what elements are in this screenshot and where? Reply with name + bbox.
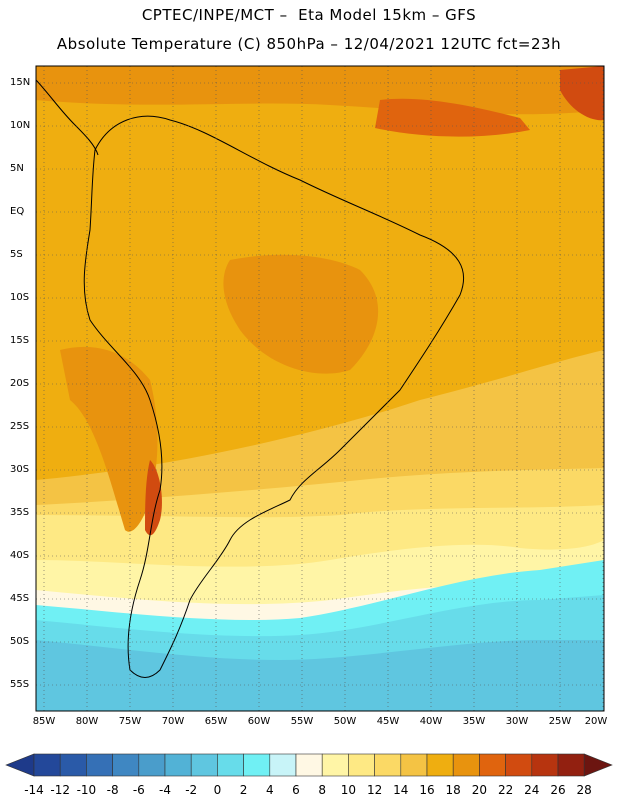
colorbar-cell [321,753,349,777]
colorbar-cell [400,753,428,777]
colorbar [5,753,613,777]
lat-label-5s: 5S [10,249,23,260]
colorbar-tick-label: 20 [471,783,488,797]
temperature-band-0 [36,640,604,711]
colorbar-cell [164,753,192,777]
colorbar-tick-label: 24 [524,783,540,797]
colorbar-tick-label: 4 [265,783,274,797]
lon-label-80w: 80W [75,716,99,727]
colorbar-tick-label: 14 [393,783,409,797]
lon-label-75w: 75W [118,716,142,727]
map-title-line-1: CPTEC/INPE/MCT – Eta Model 15km – GFS [141,6,477,24]
lat-label-30s: 30S [10,464,30,475]
south-america-coastline [83,115,465,678]
lon-label-20w: 20W [584,716,608,727]
colorbar-cell [348,753,375,777]
lon-label-60w: 60W [247,716,271,727]
lon-label-30w: 30W [505,716,529,727]
lon-label-35w: 35W [462,716,486,727]
lon-label-50w: 50W [333,716,357,727]
colorbar-cell [505,753,533,777]
lat-label-25s: 25S [10,421,30,432]
colorbar-cell [86,753,113,777]
colorbar-cell [112,753,140,777]
colorbar-cell [557,753,585,777]
colorbar-tick-label: 26 [550,783,566,797]
lon-label-85w: 85W [32,716,56,727]
colorbar-tick-label: 28 [576,783,592,797]
colorbar-cell [295,753,323,777]
lat-label-45s: 45S [10,593,30,604]
lat-label-15n: 15N [10,77,31,88]
colorbar-cell [269,753,297,777]
lon-label-70w: 70W [161,716,185,727]
colorbar-cell [479,753,506,777]
lat-label-20s: 20S [10,378,30,389]
colorbar-cell [243,753,271,777]
lat-label-10s: 10S [10,292,30,303]
temperature-band-22-andes [145,460,162,536]
colorbar-tick-label: 8 [318,783,326,797]
colorbar-cell [217,753,244,777]
temperature-band-20-andes [60,346,158,532]
colorbar-tick-label: 10 [340,783,357,797]
lat-label-40s: 40S [10,550,30,561]
colorbar-tick-label: 18 [445,783,461,797]
colorbar-cells [5,753,613,777]
lon-label-40w: 40W [419,716,443,727]
colorbar-tick-label: 0 [213,783,222,797]
lon-label-55w: 55W [290,716,314,727]
lon-label-65w: 65W [204,716,228,727]
colorbar-tick-label: -12 [50,783,70,797]
lat-label-35s: 35S [10,507,30,518]
map-frame [35,65,605,712]
map-title-line-2: Absolute Temperature (C) 850hPa – 12/04/… [56,35,562,53]
colorbar-cell [531,753,559,777]
lon-label-25w: 25W [548,716,572,727]
colorbar-cell [426,753,454,777]
colorbar-tick-label: -4 [159,783,171,797]
graticule [36,66,604,711]
temperature-band-24-north [560,66,604,121]
temperature-map [35,65,605,712]
colorbar-tick-label: 22 [497,783,514,797]
colorbar-cell [59,753,87,777]
colorbar-tick-label: -6 [132,783,145,797]
temperature-band-22-north [375,98,530,137]
colorbar-cell [374,753,402,777]
colorbar-cell [138,753,166,777]
colorbar-tick-label: -10 [76,783,97,797]
colorbar-arrow-low [5,753,35,777]
lat-label-55s: 55S [10,679,30,690]
colorbar-tick-label: 6 [292,783,300,797]
colorbar-cell [190,753,218,777]
colorbar-cell [33,753,61,777]
lat-label-eq: EQ [10,206,25,217]
colorbar-cell [452,753,480,777]
colorbar-tick-label: -8 [106,783,119,797]
colorbar-tick-label: 12 [366,783,383,797]
colorbar-tick-label: 2 [239,783,248,797]
lat-label-50s: 50S [10,636,30,647]
colorbar-tick-label: -14 [24,783,44,797]
lon-label-45w: 45W [376,716,400,727]
temperature-band-18-north [36,66,604,115]
temperature-band-20-land [223,254,379,374]
colorbar-tick-label: 16 [419,783,435,797]
colorbar-arrow-high [583,753,613,777]
colorbar-tick-label: -2 [185,783,198,797]
lat-label-5n: 5N [10,163,24,174]
lat-label-10n: 10N [10,120,31,131]
central-america-coastline [36,79,99,156]
lat-label-15s: 15S [10,335,30,346]
